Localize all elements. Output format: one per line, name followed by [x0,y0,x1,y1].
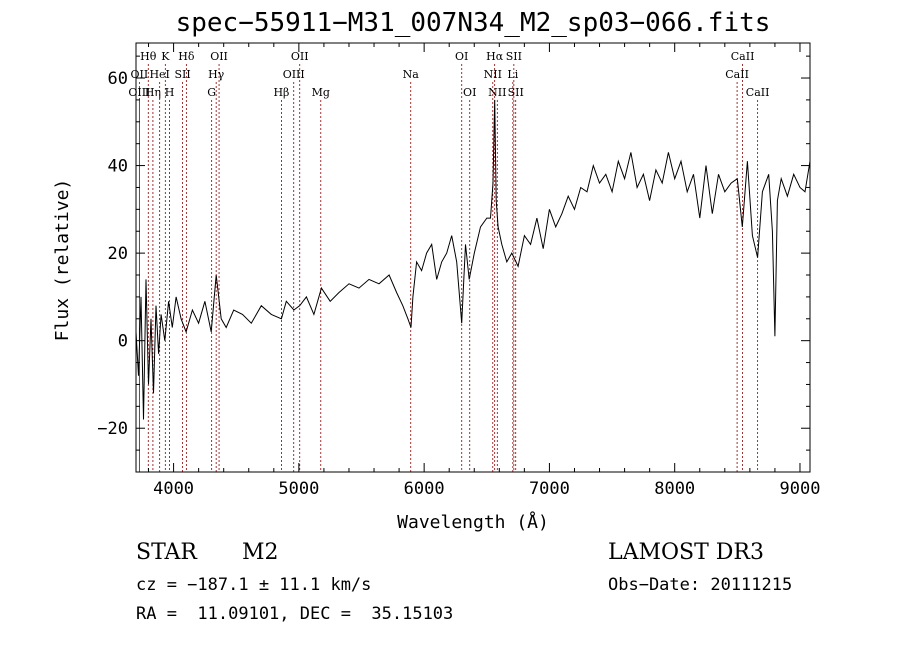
line-marker-label-4: OII [291,50,309,63]
line-marker-label-14: Na [403,68,420,81]
x-tick-label-6000: 6000 [404,479,445,499]
line-marker-label-19: Hη [145,86,161,99]
line-marker-label-26: SII [508,86,524,99]
x-axis-ticks: 4000 5000 6000 7000 8000 9000 [148,43,821,499]
flux-series-line [135,99,811,420]
line-marker-label-18: OIII [128,86,150,99]
line-marker-label-10: HeI [149,68,169,81]
line-marker-label-9: OII [131,68,149,81]
line-marker-label-5: OI [455,50,468,63]
coordinates: RA = 11.09101, DEC = 35.15103 [136,604,454,624]
x-tick-label-8000: 8000 [654,479,695,499]
line-marker-label-25: NII [488,86,506,99]
y-tick-label-60: 60 [108,69,128,89]
line-marker-label-1: K [161,50,170,63]
survey-name: LAMOST DR3 [608,540,764,565]
object-class: STAR [136,540,197,565]
y-tick-label--20: −20 [97,419,128,439]
line-marker-label-23: Mg [312,86,330,99]
line-marker-label-8: CaII [731,50,755,63]
line-marker-label-12: Hγ [208,68,225,81]
y-axis-ticks: −20 0 20 40 60 [97,55,810,451]
y-tick-label-20: 20 [108,244,128,264]
line-marker-label-11: SII [174,68,190,81]
line-marker-label-27: CaII [746,86,770,99]
y-axis-label: Flux (relative) [52,179,73,342]
y-tick-label-40: 40 [108,157,128,177]
line-marker-label-17: CaII [725,68,749,81]
x-tick-label-9000: 9000 [780,479,821,499]
y-tick-label-0: 0 [118,332,128,352]
line-marker-label-13: OIII [283,68,305,81]
x-tick-label-4000: 4000 [153,479,194,499]
object-subclass: M2 [242,540,279,565]
line-marker-label-7: SII [506,50,522,63]
line-marker-label-0: Hθ [140,50,157,63]
line-marker-label-22: Hβ [273,86,289,99]
redshift-velocity: cz = −187.1 ± 11.1 km/s [136,575,372,595]
x-tick-label-5000: 5000 [278,479,319,499]
x-tick-label-7000: 7000 [529,479,570,499]
chart-title: spec−55911−M31_007N34_M2_sp03−066.fits [175,8,771,38]
x-axis-label: Wavelength (Å) [397,511,549,533]
line-marker-label-16: Li [507,68,518,81]
plot-frame [135,42,811,473]
line-marker-label-6: Hα [486,50,504,63]
line-marker-label-2: Hδ [178,50,195,63]
line-marker-label-15: NII [484,68,502,81]
observation-date: Obs−Date: 20111215 [608,575,793,595]
line-marker-label-21: G [207,86,216,99]
line-marker-label-20: H [165,86,175,99]
line-marker-label-3: OII [210,50,228,63]
line-marker-label-24: OI [463,86,476,99]
